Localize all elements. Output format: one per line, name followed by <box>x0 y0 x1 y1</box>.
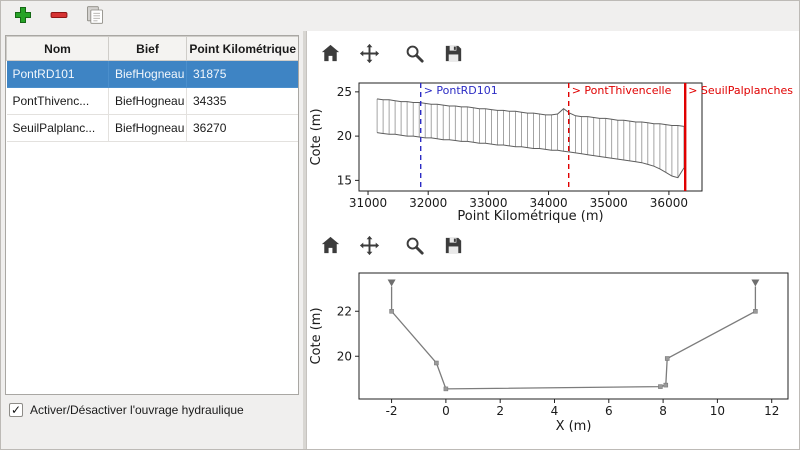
table-row[interactable]: PontThivenc... BiefHogneau 34335 <box>6 87 298 115</box>
table-row[interactable]: PontRD101 BiefHogneau 31875 <box>6 60 298 88</box>
cell-pk: 31875 <box>186 60 298 88</box>
cross-section-chart[interactable]: -2 0 2 4 6 8 10 12 20 22 X (m) Cote (m) <box>307 265 800 435</box>
svg-text:15: 15 <box>337 173 352 187</box>
save-icon <box>442 234 465 260</box>
svg-text:20: 20 <box>337 349 352 363</box>
splitter[interactable] <box>303 31 306 449</box>
structures-panel: Nom Bief Point Kilométrique PontRD101 Bi… <box>1 31 303 449</box>
svg-text:33000: 33000 <box>469 196 507 210</box>
svg-text:Cote (m): Cote (m) <box>309 307 324 364</box>
column-header-bief[interactable]: Bief <box>108 36 187 61</box>
svg-text:-2: -2 <box>386 404 398 418</box>
svg-text:36000: 36000 <box>650 196 688 210</box>
svg-text:12: 12 <box>764 404 779 418</box>
cell-pk: 34335 <box>186 87 298 115</box>
section-plot-toolbar <box>307 229 799 265</box>
paste-structure-button[interactable] <box>83 4 107 28</box>
pan-button[interactable] <box>356 234 382 260</box>
svg-text:35000: 35000 <box>590 196 628 210</box>
home-button[interactable] <box>317 234 343 260</box>
structures-table: Nom Bief Point Kilométrique PontRD101 Bi… <box>6 36 298 142</box>
svg-text:X (m): X (m) <box>556 419 592 434</box>
table-row[interactable]: SeuilPalplanc... BiefHogneau 36270 <box>6 114 298 142</box>
svg-text:> PontThivencelle: > PontThivencelle <box>572 84 672 97</box>
checkbox-box[interactable]: ✓ <box>9 403 23 417</box>
save-button[interactable] <box>440 42 466 68</box>
add-structure-button[interactable] <box>11 4 35 28</box>
zoom-button[interactable] <box>401 234 427 260</box>
svg-text:31000: 31000 <box>349 196 387 210</box>
main-area: Nom Bief Point Kilométrique PontRD101 Bi… <box>1 31 799 449</box>
minus-icon <box>49 5 69 28</box>
plots-panel: > PontRD101 > PontThivencelle > SeuilPalpl… <box>306 31 799 449</box>
cell-bief: BiefHogneau <box>108 87 187 115</box>
checkbox-label: Activer/Désactiver l'ouvrage hydraulique <box>30 403 244 417</box>
svg-text:34000: 34000 <box>529 196 567 210</box>
zoom-button[interactable] <box>401 42 427 68</box>
svg-text:Point Kilométrique (m): Point Kilométrique (m) <box>457 209 603 224</box>
cell-nom: SeuilPalplanc... <box>6 114 109 142</box>
svg-text:0: 0 <box>442 404 450 418</box>
svg-text:22: 22 <box>337 304 352 318</box>
svg-text:6: 6 <box>605 404 613 418</box>
pan-icon <box>358 234 381 260</box>
zoom-icon <box>403 42 426 68</box>
svg-text:20: 20 <box>337 129 352 143</box>
enable-structure-checkbox[interactable]: ✓ Activer/Désactiver l'ouvrage hydrauliq… <box>5 403 299 417</box>
home-icon <box>319 42 342 68</box>
svg-text:32000: 32000 <box>409 196 447 210</box>
check-icon: ✓ <box>10 403 22 417</box>
profile-plot-toolbar <box>307 37 799 73</box>
home-icon <box>319 234 342 260</box>
save-icon <box>442 42 465 68</box>
svg-text:4: 4 <box>551 404 559 418</box>
main-toolbar <box>1 1 799 31</box>
column-header-nom[interactable]: Nom <box>6 36 109 61</box>
svg-text:> SeuilPalplanches: > SeuilPalplanches <box>688 84 793 97</box>
column-header-pk[interactable]: Point Kilométrique <box>186 36 298 61</box>
cell-nom: PontRD101 <box>6 60 109 88</box>
cell-pk: 36270 <box>186 114 298 142</box>
pan-icon <box>358 42 381 68</box>
pan-button[interactable] <box>356 42 382 68</box>
save-button[interactable] <box>440 234 466 260</box>
plus-icon <box>13 5 33 28</box>
svg-text:2: 2 <box>496 404 504 418</box>
home-button[interactable] <box>317 42 343 68</box>
svg-text:> PontRD101: > PontRD101 <box>424 84 498 97</box>
remove-structure-button[interactable] <box>47 4 71 28</box>
cell-bief: BiefHogneau <box>108 60 187 88</box>
profile-chart[interactable]: > PontRD101 > PontThivencelle > SeuilPalpl… <box>307 73 800 225</box>
zoom-icon <box>403 234 426 260</box>
cell-bief: BiefHogneau <box>108 114 187 142</box>
svg-text:25: 25 <box>337 85 352 99</box>
svg-text:8: 8 <box>659 404 667 418</box>
structures-table-container: Nom Bief Point Kilométrique PontRD101 Bi… <box>5 35 299 395</box>
paste-icon <box>85 5 105 28</box>
svg-text:10: 10 <box>710 404 725 418</box>
cell-nom: PontThivenc... <box>6 87 109 115</box>
svg-text:Cote (m): Cote (m) <box>309 108 324 165</box>
